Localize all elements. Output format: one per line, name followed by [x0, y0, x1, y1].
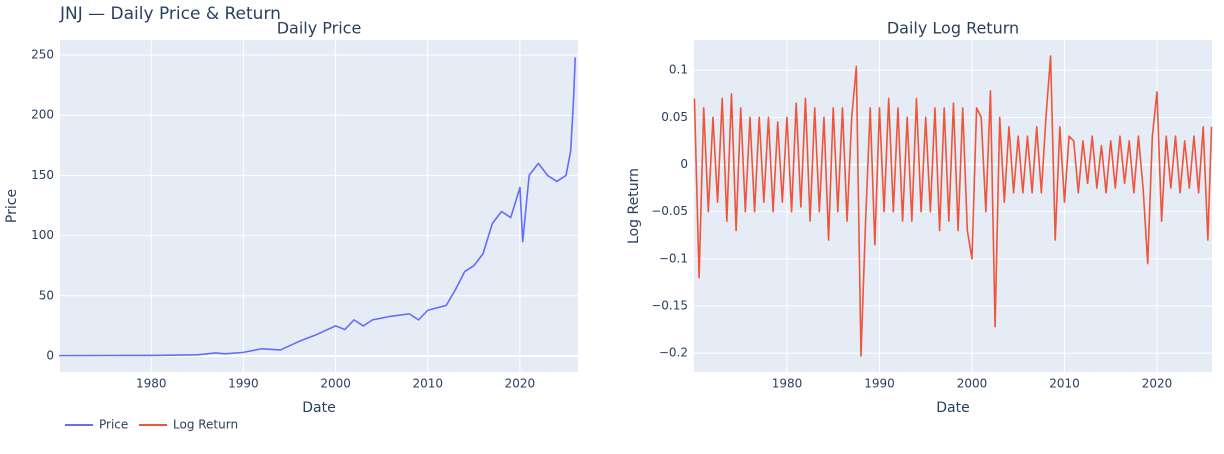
y-tick-label: −0.2 [659, 346, 688, 360]
legend-label: Price [99, 418, 128, 432]
y-tick-label: −0.1 [659, 251, 688, 265]
x-tick-label: 1990 [228, 377, 259, 391]
subplot-title: Daily Price [277, 19, 362, 38]
y-tick-label: 150 [31, 168, 54, 182]
x-tick-label: 2010 [412, 377, 443, 391]
plot-area [60, 40, 578, 372]
y-tick-label: 50 [39, 288, 54, 302]
x-tick-label: 2020 [1142, 377, 1173, 391]
y-tick-label: 0.05 [661, 110, 688, 124]
y-tick-label: 0 [46, 348, 54, 362]
x-axis-title: Date [936, 400, 969, 416]
y-tick-label: 200 [31, 108, 54, 122]
x-tick-label: 1990 [864, 377, 895, 391]
x-axis-title: Date [302, 400, 335, 416]
legend-label: Log Return [173, 418, 238, 432]
plot-area [694, 40, 1212, 372]
x-tick-label: 1980 [772, 377, 803, 391]
y-axis-title: Price [4, 189, 20, 223]
y-tick-label: 100 [31, 228, 54, 242]
x-tick-label: 2010 [1049, 377, 1080, 391]
y-tick-label: 250 [31, 48, 54, 62]
y-tick-label: 0 [680, 157, 688, 171]
y-tick-label: 0.1 [669, 63, 688, 77]
line-series [693, 55, 1213, 357]
x-tick-label: 1980 [136, 377, 167, 391]
y-tick-label: −0.05 [651, 204, 688, 218]
figure-title: JNJ — Daily Price & Return [59, 4, 281, 24]
subplot-title: Daily Log Return [887, 19, 1019, 38]
x-tick-label: 2000 [957, 377, 988, 391]
y-tick-label: −0.15 [651, 298, 688, 312]
x-tick-label: 2020 [505, 377, 536, 391]
y-axis-title: Log Return [626, 168, 642, 244]
line-series [59, 57, 577, 357]
x-tick-label: 2000 [320, 377, 351, 391]
